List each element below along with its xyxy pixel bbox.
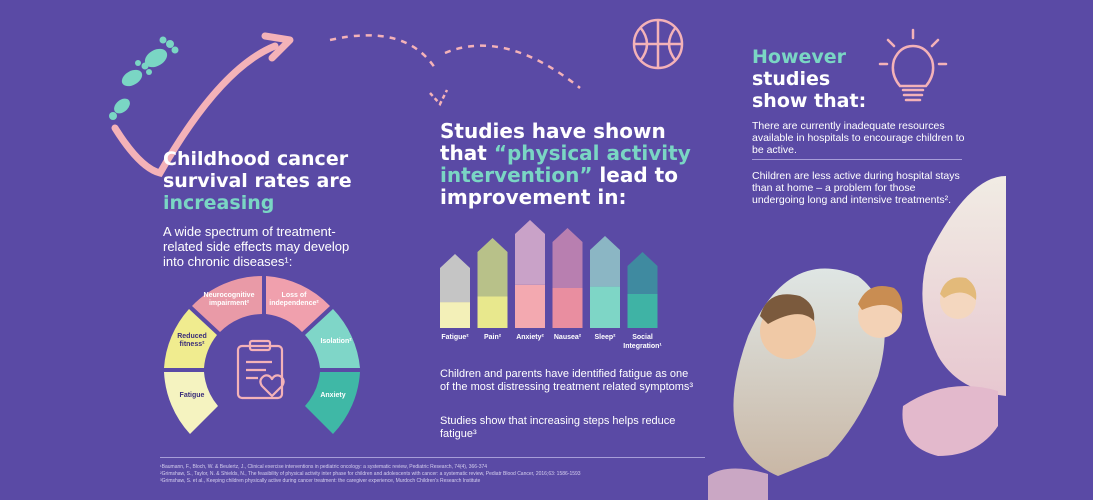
right-heading-line1: However (752, 46, 847, 68)
segment-label-independence-l1: Loss of (281, 292, 307, 299)
bar-1 (477, 238, 508, 328)
bar-label-0: Fatigue² (433, 333, 477, 342)
segment-label-isolation: Isolation² (312, 338, 360, 346)
segment-label-neurocognitive-l2: impairment² (208, 300, 250, 307)
footprints-icon (109, 36, 179, 120)
left-heading-line1: Childhood cancer (163, 148, 349, 170)
bar-2 (515, 220, 545, 328)
segment-label-independence-l2: independence² (269, 300, 319, 307)
bar-label-line1-1: Pain² (483, 334, 502, 341)
references: ¹Baumann, F., Bloch, W. & Beulertz, J., … (160, 464, 720, 485)
bar-label-5: Social Integration¹ (621, 333, 665, 351)
right-point-2: Children are less active during hospital… (752, 170, 960, 206)
middle-heading-line2-pre: that (440, 141, 494, 165)
middle-heading-line1: Studies have shown (440, 119, 666, 143)
bar-top-4 (590, 236, 620, 287)
middle-heading: Studies have shown that “physical activi… (440, 120, 700, 208)
segment-anxiety (305, 372, 360, 434)
middle-heading-accent2: intervention” (440, 163, 593, 187)
segment-label-isolation-l1: Isolation² (320, 338, 352, 345)
children-yoga-photo (708, 176, 1006, 500)
segment-label-reduced-fitness-l2: fitness² (179, 341, 205, 348)
bar-bottom-5 (627, 293, 658, 328)
left-heading-accent: increasing (163, 192, 275, 214)
segment-label-independence: Loss of independence² (262, 292, 326, 308)
segment-label-fatigue-l1: Fatigue (179, 392, 205, 399)
left-heading: Childhood cancer survival rates are incr… (163, 148, 373, 214)
bar-bottom-1 (477, 296, 508, 328)
segment-loss-of-independence (266, 276, 330, 332)
segment-isolation (305, 309, 360, 368)
middle-heading-line4: improvement in: (440, 185, 627, 209)
bar-label-3: Nausea² (546, 333, 590, 342)
bar-label-line1-4: Sleep² (594, 334, 616, 341)
side-effects-wheel (164, 276, 360, 434)
bar-top-3 (552, 228, 583, 288)
improvement-bars (440, 220, 658, 328)
arrow-icon (111, 32, 294, 178)
bar-4 (590, 236, 620, 328)
left-heading-line2: survival rates are (163, 170, 352, 192)
segment-reduced-fitness (164, 309, 217, 368)
bar-label-line1-5: Social (632, 334, 653, 341)
middle-heading-line3-post: lead to (592, 163, 678, 187)
middle-heading-accent1: “physical activity (493, 141, 691, 165)
middle-note-1: Children and parents have identified fat… (440, 368, 694, 393)
bar-label-line1-0: Fatigue² (441, 334, 469, 341)
segment-fatigue (164, 372, 218, 434)
bar-bottom-2 (515, 284, 545, 328)
right-divider (752, 159, 962, 160)
segment-label-neurocognitive-l1: Neurocognitive (203, 292, 255, 299)
segment-label-fatigue: Fatigue (170, 392, 214, 400)
middle-note-2: Studies show that increasing steps helps… (440, 415, 676, 440)
basketball-icon (632, 18, 684, 70)
bar-bottom-0 (440, 302, 470, 328)
wheel-segments (164, 276, 360, 434)
right-heading-line2: studies (752, 68, 831, 90)
middle-heading-line2: that “physical activity (440, 142, 700, 164)
segment-label-reduced-fitness: Reduced fitness² (170, 333, 214, 349)
bar-top-0 (440, 254, 470, 303)
segment-label-neurocognitive: Neurocognitive impairment² (198, 292, 260, 308)
segment-label-anxiety-l1: Anxiety (320, 392, 346, 399)
bar-top-1 (477, 238, 508, 297)
segment-label-reduced-fitness-l1: Reduced (177, 333, 207, 340)
bar-bottom-4 (590, 286, 620, 328)
reference-2: ²Grimshaw, S., Taylor, N. & Shields, N.,… (160, 471, 581, 477)
bar-top-5 (627, 252, 658, 294)
reference-1: ¹Baumann, F., Bloch, W. & Beulertz, J., … (160, 464, 488, 470)
bar-0 (440, 254, 470, 328)
clipboard-heart-icon (236, 339, 285, 400)
references-divider (160, 457, 705, 458)
segment-neurocognitive (192, 276, 262, 332)
right-point-1: There are currently inadequate resources… (752, 120, 965, 156)
bar-label-4: Sleep² (583, 333, 627, 342)
right-heading-line3: show that: (752, 90, 867, 112)
lightbulb-icon (878, 28, 948, 102)
bar-5 (627, 252, 658, 328)
reference-3: ³Grimshaw, S. et al., Keeping children p… (160, 478, 481, 484)
bar-label-1: Pain² (471, 333, 515, 342)
bar-3 (552, 228, 583, 328)
bar-label-2: Anxiety² (508, 333, 552, 342)
bar-label-line2-5: Integration¹ (623, 343, 662, 350)
dashed-path-icon (329, 34, 581, 107)
bar-bottom-3 (552, 288, 583, 328)
segment-label-anxiety: Anxiety (310, 392, 356, 400)
bar-label-line1-2: Anxiety² (516, 334, 544, 341)
bar-label-line1-3: Nausea² (553, 334, 582, 341)
bar-top-2 (515, 220, 545, 285)
right-heading: However studies show that: (752, 46, 882, 112)
middle-heading-line3: intervention” lead to (440, 164, 700, 186)
left-body-text: A wide spectrum of treatment-related sid… (163, 224, 350, 269)
